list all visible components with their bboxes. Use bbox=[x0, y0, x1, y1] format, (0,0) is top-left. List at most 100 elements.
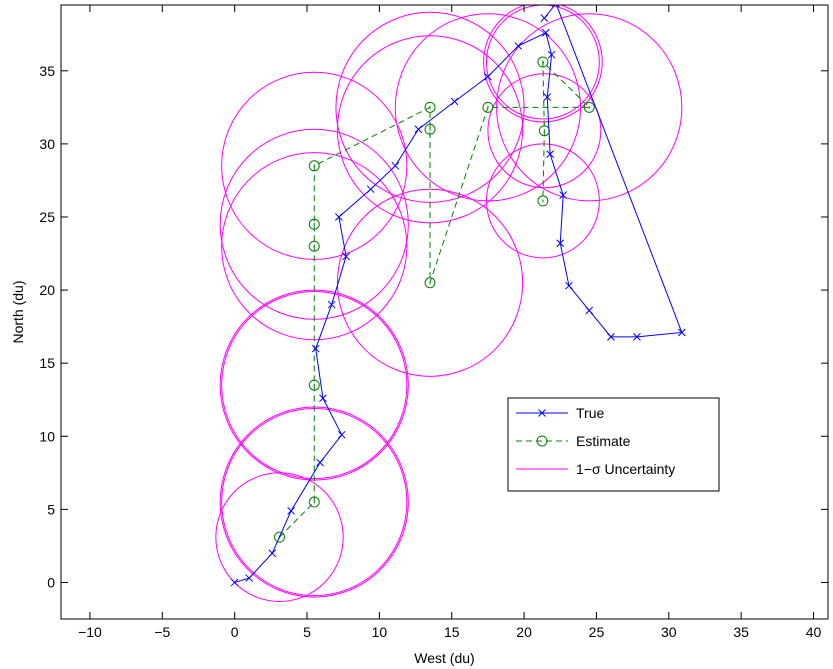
true-point-stroke bbox=[287, 506, 295, 515]
x-tick-label: 5 bbox=[303, 624, 311, 640]
true-point bbox=[552, 5, 560, 8]
legend-entry-uncertainty: 1−σ Uncertainty bbox=[516, 461, 675, 477]
true-point bbox=[337, 430, 346, 439]
true-point bbox=[565, 281, 573, 290]
uncertainty-circle bbox=[487, 73, 602, 189]
uncertainty-circle bbox=[394, 13, 582, 202]
uncertainty-circle bbox=[485, 5, 600, 120]
x-axis-label: West (du) bbox=[414, 650, 474, 666]
true-point bbox=[633, 332, 641, 341]
true-point-stroke bbox=[484, 72, 492, 81]
true-point-stroke bbox=[541, 28, 550, 37]
y-tick-label: 20 bbox=[39, 282, 55, 298]
x-tick-label: −10 bbox=[78, 624, 102, 640]
ticks: −10 −5 0 5 10 15 20 25 30 35 40 0 5 10 15 20 25 30 35 bbox=[39, 5, 828, 640]
uncertainty-circle bbox=[485, 143, 600, 259]
true-point bbox=[547, 50, 556, 59]
true-point-stroke bbox=[607, 332, 615, 341]
estimate-point bbox=[537, 56, 549, 68]
uncertainty-circle bbox=[336, 188, 524, 377]
estimate-line bbox=[279, 60, 591, 538]
true-point bbox=[245, 574, 253, 582]
x-tick-label: 20 bbox=[516, 624, 532, 640]
true-line bbox=[234, 5, 683, 583]
y-tick-label: 0 bbox=[47, 574, 55, 590]
true-point bbox=[607, 332, 615, 341]
true-point bbox=[414, 125, 423, 134]
estimate-point bbox=[424, 101, 436, 113]
estimate-point bbox=[537, 195, 549, 207]
axes-frame bbox=[60, 4, 829, 620]
estimate-point bbox=[274, 531, 286, 543]
legend-entry-estimate: Estimate bbox=[516, 433, 631, 449]
estimate-point bbox=[482, 101, 494, 113]
estimate-point bbox=[424, 277, 436, 289]
legend-marker bbox=[538, 409, 546, 417]
uncertainty-circle bbox=[215, 472, 344, 602]
true-point-stroke bbox=[540, 14, 549, 23]
true-point bbox=[366, 185, 375, 194]
true-point bbox=[391, 161, 400, 170]
true-point bbox=[335, 213, 343, 221]
estimate-point bbox=[308, 160, 320, 172]
x-tick-label: 25 bbox=[589, 624, 605, 640]
true-point-stroke bbox=[565, 281, 573, 290]
true-point bbox=[311, 344, 320, 353]
x-tick-label: 30 bbox=[661, 624, 677, 640]
true-point bbox=[484, 72, 492, 81]
true-point bbox=[319, 394, 327, 403]
true-point-stroke bbox=[337, 430, 346, 439]
legend-marker bbox=[536, 435, 548, 447]
legend-entry-true: True bbox=[516, 405, 604, 421]
true-point bbox=[541, 28, 550, 37]
true-point-stroke bbox=[585, 306, 594, 315]
plot-area bbox=[215, 5, 686, 602]
estimate-point bbox=[424, 123, 436, 135]
x-tick-label: 35 bbox=[733, 624, 749, 640]
y-tick-label: 5 bbox=[47, 501, 55, 517]
true-point-stroke bbox=[556, 5, 560, 8]
true-point bbox=[230, 578, 239, 587]
true-point bbox=[450, 97, 459, 106]
true-point-stroke bbox=[335, 213, 343, 221]
true-point-stroke bbox=[552, 5, 556, 8]
estimate-point bbox=[308, 240, 320, 252]
x-tick-label: 10 bbox=[372, 624, 388, 640]
true-point bbox=[546, 150, 554, 158]
estimate-point bbox=[308, 218, 320, 230]
estimate-point bbox=[308, 496, 320, 508]
legend: True Estimate 1−σ Uncertainty bbox=[507, 397, 720, 492]
y-tick-label: 30 bbox=[39, 136, 55, 152]
y-axis-label: North (du) bbox=[10, 280, 26, 343]
uncertainty-circle bbox=[483, 5, 603, 123]
true-point bbox=[514, 42, 523, 50]
x-tick-label: −5 bbox=[154, 624, 170, 640]
true-point bbox=[342, 252, 350, 261]
true-point bbox=[268, 549, 277, 558]
true-point-stroke bbox=[547, 50, 556, 59]
true-point-stroke bbox=[327, 300, 336, 309]
y-tick-label: 25 bbox=[39, 209, 55, 225]
x-tick-label: 15 bbox=[444, 624, 460, 640]
estimate-point bbox=[583, 101, 595, 113]
true-point-stroke bbox=[316, 458, 324, 467]
true-point bbox=[556, 239, 565, 248]
true-point-stroke bbox=[677, 328, 686, 337]
true-point bbox=[287, 506, 295, 515]
y-tick-label: 35 bbox=[39, 63, 55, 79]
y-tick-label: 15 bbox=[39, 355, 55, 371]
true-point-stroke bbox=[342, 252, 350, 261]
true-point-stroke bbox=[543, 93, 552, 101]
true-point-stroke bbox=[391, 161, 400, 170]
true-point-stroke bbox=[245, 574, 253, 582]
true-point-stroke bbox=[414, 125, 423, 134]
true-point-stroke bbox=[546, 150, 554, 158]
true-point bbox=[559, 191, 568, 199]
true-point-stroke bbox=[319, 394, 327, 403]
true-point bbox=[540, 14, 549, 23]
x-tick-label: 40 bbox=[806, 624, 822, 640]
true-point-stroke bbox=[556, 239, 565, 248]
